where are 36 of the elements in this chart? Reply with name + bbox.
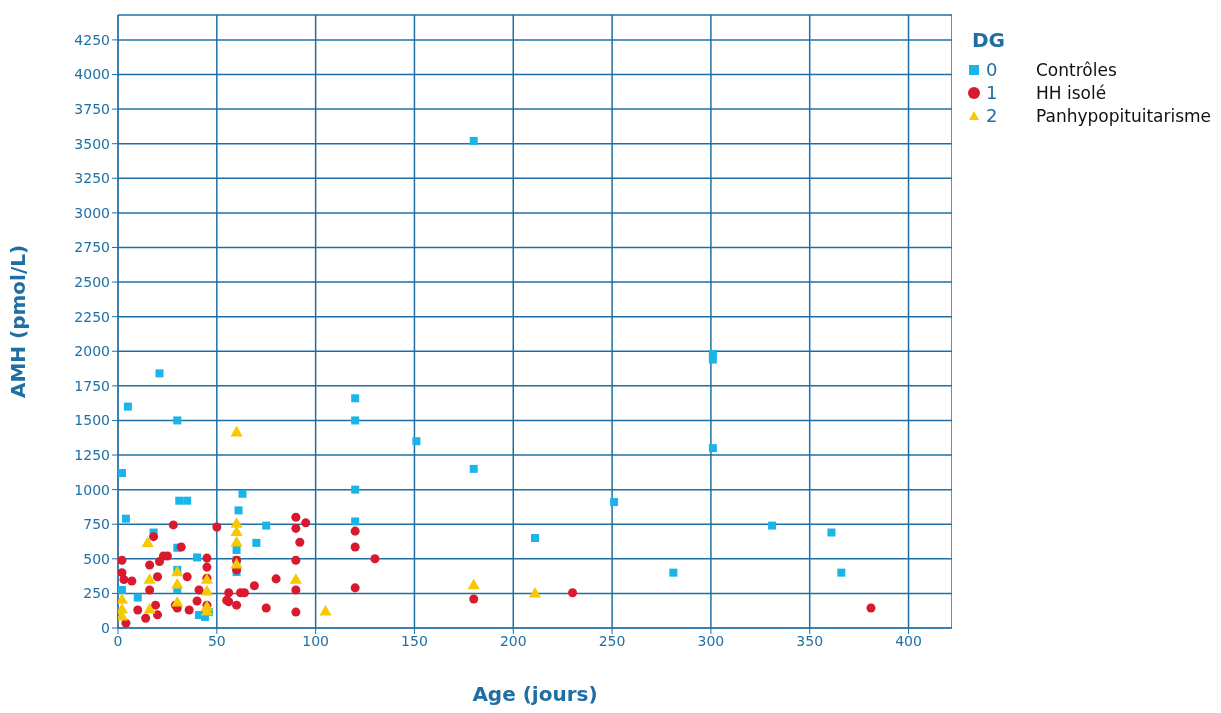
y-tick-label: 2500 xyxy=(74,274,110,291)
y-tick-label: 2000 xyxy=(74,343,110,360)
x-tick-label: 250 xyxy=(598,632,626,649)
y-tick-label: 1000 xyxy=(74,481,110,498)
y-tick-label: 3250 xyxy=(74,170,110,187)
legend-label: 1 xyxy=(986,82,999,103)
y-axis-title: AMH (pmol/L) xyxy=(6,244,31,399)
text: HH isolé xyxy=(1036,82,1107,103)
y-tick-label: 1750 xyxy=(74,377,110,394)
y-tick-label: 1250 xyxy=(74,447,110,463)
x-tick-label: 300 xyxy=(697,632,725,649)
legend-label: 2 xyxy=(986,105,999,126)
y-tick-label: 250 xyxy=(83,585,110,602)
x-tick-label: 50 xyxy=(207,632,226,649)
text: Contrôles xyxy=(1036,59,1117,80)
x-tick-label: 150 xyxy=(401,632,428,649)
y-tick-label: 1500 xyxy=(74,412,110,429)
y-tick-label: 0 xyxy=(101,619,110,636)
y-tick-label: 3500 xyxy=(74,135,110,152)
y-tick-label: 2750 xyxy=(74,239,110,256)
legend-title: DG xyxy=(972,28,1007,52)
y-tick-label: 750 xyxy=(83,516,110,533)
x-tick-label: 100 xyxy=(302,632,329,649)
y-tick-label: 3000 xyxy=(74,204,110,221)
text: Panhypopituitarisme xyxy=(1036,105,1212,126)
legend-label: 0 xyxy=(986,59,999,80)
x-tick-label: 350 xyxy=(796,632,824,649)
x-tick-label: 0 xyxy=(113,632,123,649)
x-tick-label: 200 xyxy=(499,632,527,649)
x-tick-label: 400 xyxy=(895,632,922,649)
y-tick-label: 3750 xyxy=(74,101,110,118)
y-tick-label: 2250 xyxy=(74,308,110,325)
y-tick-label: 500 xyxy=(83,550,110,567)
x-axis-title: Age (jours) xyxy=(472,682,598,706)
y-tick-label: 4000 xyxy=(74,66,110,83)
y-tick-label: 4250 xyxy=(74,31,110,48)
